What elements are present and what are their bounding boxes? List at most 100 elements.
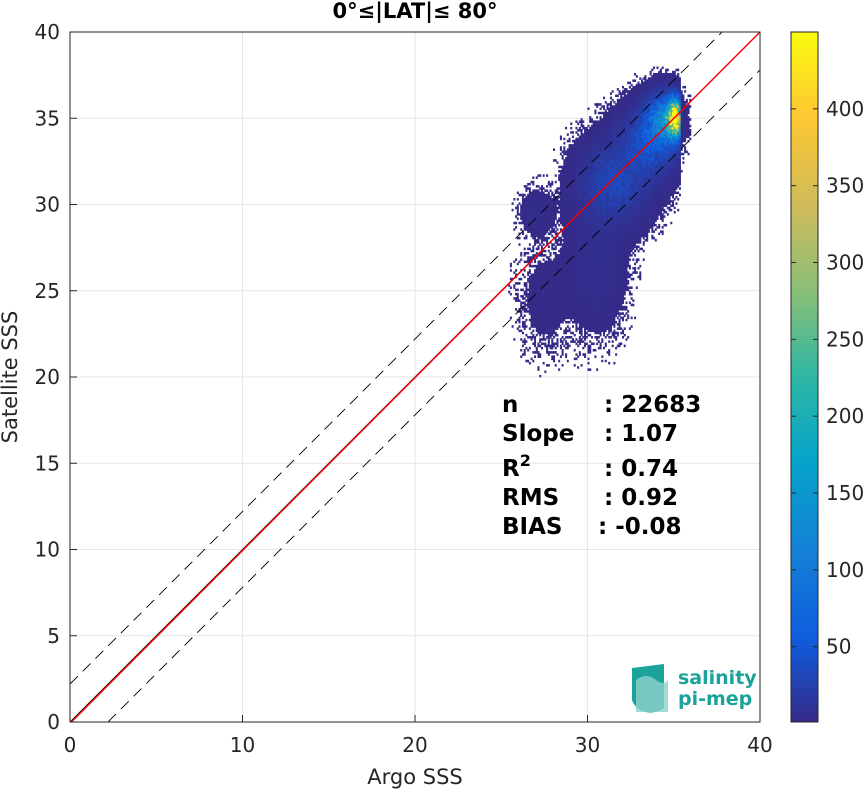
heatmap-cell xyxy=(532,279,535,283)
heatmap-cell xyxy=(618,258,621,261)
heatmap-cell xyxy=(540,208,543,212)
heatmap-cell xyxy=(599,206,602,210)
heatmap-cell xyxy=(584,230,587,233)
heatmap-cell xyxy=(594,170,597,173)
heatmap-cell xyxy=(565,316,568,320)
heatmap-cell xyxy=(584,182,587,186)
heatmap-cell xyxy=(589,230,592,233)
heatmap-cell xyxy=(592,122,595,126)
heatmap-cell xyxy=(544,223,547,227)
heatmap-cell xyxy=(530,217,533,220)
heatmap-cell xyxy=(618,105,621,108)
heatmap-cell xyxy=(549,219,552,223)
heatmap-cell xyxy=(578,226,581,229)
heatmap-cell xyxy=(611,172,614,175)
heatmap-cell xyxy=(578,176,581,179)
heatmap-cell xyxy=(601,230,604,233)
heatmap-cell xyxy=(532,351,535,354)
heatmap-cell xyxy=(615,279,618,283)
heatmap-cell xyxy=(573,210,576,214)
heatmap-cell xyxy=(535,333,538,337)
heatmap-cell xyxy=(528,210,531,214)
heatmap-cell xyxy=(585,288,588,292)
heatmap-cell xyxy=(609,189,612,192)
heatmap-cell xyxy=(558,316,561,320)
heatmap-cell xyxy=(613,146,616,149)
heatmap-cell xyxy=(573,236,576,240)
heatmap-cell xyxy=(599,256,602,259)
heatmap-cell xyxy=(571,131,574,134)
heatmap-cell xyxy=(570,258,573,261)
heatmap-cell xyxy=(573,251,576,255)
heatmap-cell xyxy=(547,282,550,285)
heatmap-cell xyxy=(585,172,588,175)
heatmap-cell xyxy=(606,163,609,167)
heatmap-cell xyxy=(618,131,621,134)
heatmap-cell xyxy=(577,228,580,231)
heatmap-cell xyxy=(561,191,564,195)
heatmap-cell xyxy=(575,236,578,240)
heatmap-cell xyxy=(575,264,578,268)
heatmap-cell xyxy=(592,254,595,257)
heatmap-cell xyxy=(613,290,616,294)
heatmap-cell xyxy=(590,154,593,158)
heatmap-cell xyxy=(549,226,552,229)
heatmap-cell xyxy=(577,234,580,238)
heatmap-cell xyxy=(616,163,619,167)
heatmap-cell xyxy=(609,202,612,205)
heatmap-cell xyxy=(565,277,568,281)
heatmap-cell xyxy=(553,290,556,294)
heatmap-cell xyxy=(535,264,538,268)
heatmap-cell xyxy=(542,206,545,210)
heatmap-cell xyxy=(537,245,540,248)
heatmap-cell xyxy=(558,260,561,264)
heatmap-cell xyxy=(573,191,576,195)
heatmap-cell xyxy=(580,245,583,248)
heatmap-cell xyxy=(542,275,545,279)
heatmap-cell xyxy=(537,286,540,289)
heatmap-cell xyxy=(542,230,545,233)
heatmap-cell xyxy=(578,206,581,210)
heatmap-cell xyxy=(558,187,561,190)
heatmap-cell xyxy=(618,204,621,208)
heatmap-cell xyxy=(573,241,576,244)
heatmap-cell xyxy=(575,187,578,190)
heatmap-cell xyxy=(594,325,597,328)
heatmap-cell xyxy=(587,178,590,182)
heatmap-cell xyxy=(547,223,550,227)
heatmap-cell xyxy=(616,139,619,143)
heatmap-cell xyxy=(615,124,618,128)
heatmap-cell xyxy=(554,260,557,264)
heatmap-cell xyxy=(584,176,587,179)
heatmap-cell xyxy=(553,273,556,277)
heatmap-cell xyxy=(566,176,569,179)
heatmap-cell xyxy=(559,314,562,317)
heatmap-cell xyxy=(549,327,552,330)
heatmap-cell xyxy=(599,174,602,177)
heatmap-cell xyxy=(561,310,564,313)
heatmap-cell xyxy=(584,187,587,190)
heatmap-cell xyxy=(559,305,562,309)
heatmap-cell xyxy=(566,299,569,302)
heatmap-cell xyxy=(597,167,600,171)
heatmap-cell xyxy=(566,215,569,218)
heatmap-cell xyxy=(532,286,535,289)
heatmap-cell xyxy=(608,267,611,270)
heatmap-cell xyxy=(609,157,612,160)
heatmap-cell xyxy=(540,195,543,199)
heatmap-cell xyxy=(521,295,524,298)
heatmap-cell xyxy=(604,101,607,104)
heatmap-cell xyxy=(565,180,568,184)
heatmap-cell xyxy=(603,113,606,117)
heatmap-cell xyxy=(525,251,528,255)
heatmap-cell xyxy=(616,148,619,151)
heatmap-cell xyxy=(592,178,595,182)
heatmap-cell xyxy=(592,146,595,149)
heatmap-cell xyxy=(577,284,580,287)
heatmap-cell xyxy=(532,292,535,296)
heatmap-cell xyxy=(530,279,533,283)
heatmap-cell xyxy=(563,295,566,298)
heatmap-cell xyxy=(603,120,606,123)
heatmap-cell xyxy=(584,297,587,300)
heatmap-cell xyxy=(596,157,599,160)
